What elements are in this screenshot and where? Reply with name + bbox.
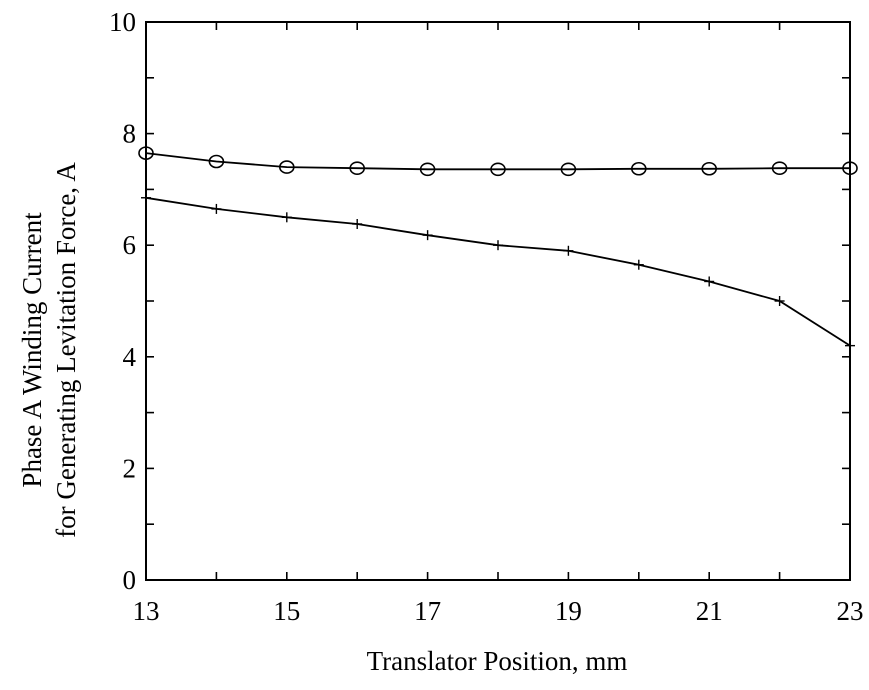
y-axis-title-line2: for Generating Levitation Force, A <box>51 162 81 538</box>
series-2-point <box>422 230 433 241</box>
series-2-point <box>211 203 222 214</box>
tick-layer: 13 15 17 19 21 23 0 2 4 6 8 10 <box>109 7 864 626</box>
series-2-point <box>493 240 503 251</box>
y-axis-title-line1: Phase A Winding Current <box>17 212 47 488</box>
series-1-point <box>701 161 718 176</box>
y-tick-label: 8 <box>123 119 137 149</box>
series-1-point <box>208 154 225 169</box>
y-tick-label: 2 <box>123 453 137 483</box>
x-tick-label: 19 <box>555 596 582 626</box>
plot-area <box>145 21 851 581</box>
plot-frame <box>145 21 851 581</box>
x-tick-label: 15 <box>273 596 300 626</box>
series-2-point <box>774 296 785 306</box>
y-tick-label: 4 <box>123 342 137 372</box>
series-2-point <box>704 276 715 287</box>
series-1-point <box>560 162 577 177</box>
series-1-point <box>419 162 436 177</box>
x-tick-label: 17 <box>414 596 441 626</box>
series-1-point <box>490 162 506 177</box>
series-1-point <box>771 161 788 175</box>
series-1-point <box>138 146 154 160</box>
series-2-point <box>141 192 151 203</box>
series-layer <box>138 146 858 351</box>
series-1-point <box>278 160 295 174</box>
series-1-point <box>630 161 647 176</box>
x-tick-label: 13 <box>133 596 160 626</box>
series-1-point <box>842 161 858 175</box>
y-tick-label: 10 <box>109 7 136 37</box>
x-tick-label: 23 <box>837 596 864 626</box>
x-tick-label: 21 <box>696 596 723 626</box>
series-2-point <box>281 212 292 223</box>
series-2-point <box>633 259 644 270</box>
series-1-point <box>349 161 366 175</box>
series-1-line <box>145 152 850 171</box>
series-2-point <box>563 245 574 256</box>
series-2-point <box>352 218 363 229</box>
series-2-point <box>845 340 855 351</box>
series-2-line <box>145 196 851 347</box>
y-tick-label: 6 <box>123 230 137 260</box>
y-tick-label: 0 <box>123 565 137 595</box>
x-axis-title: Translator Position, mm <box>367 646 628 676</box>
